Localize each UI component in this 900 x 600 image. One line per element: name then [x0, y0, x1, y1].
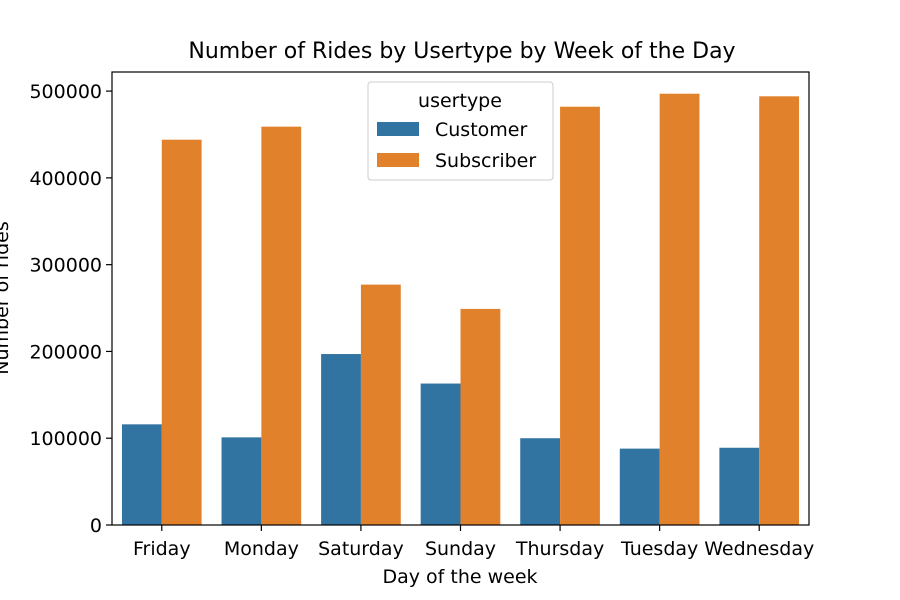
y-tick-label: 200000	[29, 341, 102, 363]
x-tick-label-monday: Monday	[224, 538, 299, 560]
x-tick-label-saturday: Saturday	[318, 538, 404, 560]
bar-customer-monday	[221, 437, 262, 525]
y-tick-label: 500000	[29, 81, 102, 103]
y-tick-label: 100000	[29, 428, 102, 450]
x-tick-label-thursday: Thursday	[515, 538, 604, 560]
bar-customer-sunday	[420, 383, 461, 525]
chart-title: Number of Rides by Usertype by Week of t…	[188, 39, 735, 64]
x-axis-label: Day of the week	[382, 566, 537, 588]
x-tick-label-wednesday: Wednesday	[704, 538, 814, 560]
x-axis: Friday Monday Saturday Sunday Thursday Tuesda…	[133, 525, 814, 560]
x-tick-label-friday: Friday	[133, 538, 191, 560]
bar-customer-tuesday	[619, 448, 660, 525]
x-tick-label-tuesday: Tuesday	[620, 538, 698, 560]
bar-customer-saturday	[321, 354, 361, 525]
bar-customer-thursday	[520, 438, 561, 525]
legend-title: usertype	[418, 90, 502, 112]
bar-subscriber-tuesday	[659, 93, 700, 525]
x-tick-label-sunday: Sunday	[425, 538, 496, 560]
legend-swatch-customer	[377, 122, 419, 136]
bar-subscriber-saturday	[360, 284, 401, 525]
y-tick-label: 400000	[29, 168, 102, 190]
legend-label-customer: Customer	[435, 119, 527, 141]
bar-subscriber-monday	[261, 126, 302, 526]
bar-subscriber-thursday	[560, 106, 600, 526]
y-tick-label: 0	[90, 515, 102, 537]
bar-customer-wednesday	[719, 447, 760, 525]
bar-subscriber-sunday	[460, 308, 501, 525]
legend: usertype Customer Subscriber	[367, 81, 554, 181]
y-axis-label: Number of rides	[0, 221, 13, 374]
bar-subscriber-friday	[161, 139, 202, 525]
bar-customer-friday	[121, 424, 162, 525]
legend-swatch-subscriber	[377, 153, 419, 167]
bars-layer	[121, 93, 800, 526]
y-tick-label: 300000	[29, 255, 102, 277]
bar-subscriber-wednesday	[759, 96, 800, 526]
y-axis: 0 100000 200000 300000 400000 500000	[29, 81, 112, 537]
legend-label-subscriber: Subscriber	[435, 150, 536, 172]
